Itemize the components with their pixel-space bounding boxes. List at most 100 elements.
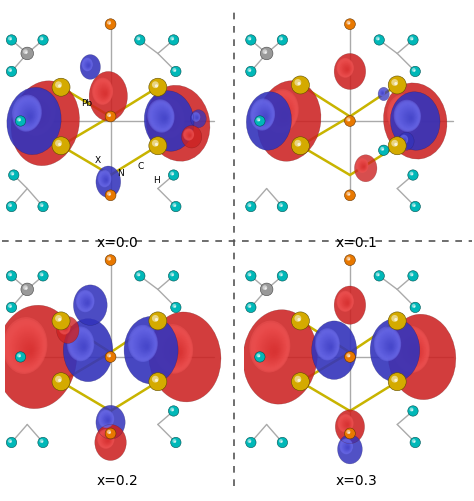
Circle shape	[40, 204, 44, 207]
Ellipse shape	[102, 176, 109, 184]
Circle shape	[346, 354, 350, 358]
Circle shape	[249, 275, 251, 277]
Ellipse shape	[64, 327, 67, 331]
Ellipse shape	[141, 340, 151, 352]
Ellipse shape	[61, 324, 69, 333]
Ellipse shape	[25, 112, 34, 122]
Ellipse shape	[100, 411, 113, 427]
Ellipse shape	[338, 61, 353, 77]
Ellipse shape	[81, 296, 92, 309]
Ellipse shape	[266, 342, 280, 359]
Ellipse shape	[402, 138, 406, 143]
Ellipse shape	[340, 63, 352, 76]
Ellipse shape	[360, 163, 366, 171]
Ellipse shape	[398, 332, 427, 369]
Ellipse shape	[140, 339, 151, 353]
Ellipse shape	[345, 445, 350, 450]
Ellipse shape	[343, 65, 350, 74]
Ellipse shape	[259, 333, 284, 365]
Circle shape	[258, 356, 260, 357]
Circle shape	[348, 120, 350, 122]
Circle shape	[52, 137, 70, 155]
Ellipse shape	[25, 344, 35, 357]
Ellipse shape	[315, 329, 340, 361]
Ellipse shape	[337, 59, 354, 79]
Ellipse shape	[398, 133, 414, 151]
Ellipse shape	[393, 102, 419, 132]
Circle shape	[408, 271, 418, 282]
Ellipse shape	[252, 324, 289, 370]
Ellipse shape	[380, 91, 384, 96]
Circle shape	[345, 428, 356, 439]
Circle shape	[374, 36, 384, 46]
Ellipse shape	[250, 99, 275, 131]
Circle shape	[105, 20, 116, 31]
Circle shape	[152, 315, 159, 322]
Ellipse shape	[103, 435, 111, 444]
Ellipse shape	[86, 302, 89, 305]
Ellipse shape	[326, 341, 334, 352]
Circle shape	[413, 306, 415, 308]
Ellipse shape	[194, 115, 199, 121]
Circle shape	[23, 286, 28, 291]
Ellipse shape	[100, 87, 109, 100]
Ellipse shape	[338, 60, 353, 78]
Ellipse shape	[259, 110, 270, 124]
Ellipse shape	[77, 291, 94, 312]
Ellipse shape	[18, 90, 56, 137]
Ellipse shape	[95, 425, 126, 460]
Circle shape	[345, 20, 356, 31]
Circle shape	[277, 271, 288, 282]
Circle shape	[152, 141, 159, 147]
Ellipse shape	[359, 162, 367, 172]
Ellipse shape	[360, 163, 366, 171]
Ellipse shape	[86, 63, 91, 69]
Circle shape	[279, 38, 283, 42]
Ellipse shape	[337, 435, 362, 464]
Ellipse shape	[258, 331, 285, 366]
Ellipse shape	[79, 293, 93, 311]
Circle shape	[247, 273, 251, 277]
Circle shape	[413, 205, 415, 207]
Ellipse shape	[342, 298, 351, 308]
Circle shape	[149, 373, 167, 391]
Ellipse shape	[37, 114, 44, 122]
Ellipse shape	[343, 420, 350, 428]
Text: x=0.0: x=0.0	[97, 236, 138, 250]
Ellipse shape	[36, 112, 45, 123]
Circle shape	[394, 143, 398, 147]
Ellipse shape	[62, 325, 68, 332]
Ellipse shape	[168, 341, 185, 362]
Circle shape	[279, 273, 283, 277]
Circle shape	[391, 141, 398, 147]
Ellipse shape	[107, 419, 109, 422]
Ellipse shape	[396, 104, 417, 130]
Circle shape	[19, 120, 21, 122]
Circle shape	[412, 439, 416, 443]
Ellipse shape	[402, 138, 407, 143]
Ellipse shape	[23, 342, 35, 358]
Ellipse shape	[98, 171, 111, 187]
Circle shape	[138, 39, 140, 41]
Circle shape	[10, 71, 12, 73]
Ellipse shape	[102, 434, 112, 445]
Ellipse shape	[249, 321, 291, 373]
Ellipse shape	[345, 300, 349, 306]
Circle shape	[256, 118, 260, 122]
Ellipse shape	[339, 295, 352, 310]
Ellipse shape	[143, 342, 149, 351]
Ellipse shape	[169, 342, 184, 361]
Ellipse shape	[386, 342, 394, 351]
Ellipse shape	[21, 340, 36, 359]
Circle shape	[170, 172, 174, 176]
Ellipse shape	[279, 110, 289, 122]
Ellipse shape	[337, 414, 354, 433]
Circle shape	[172, 174, 174, 176]
Ellipse shape	[271, 99, 294, 128]
Ellipse shape	[327, 342, 333, 351]
Ellipse shape	[22, 108, 36, 124]
Circle shape	[408, 170, 418, 181]
Ellipse shape	[78, 339, 88, 353]
Ellipse shape	[410, 117, 412, 121]
Ellipse shape	[69, 329, 93, 360]
